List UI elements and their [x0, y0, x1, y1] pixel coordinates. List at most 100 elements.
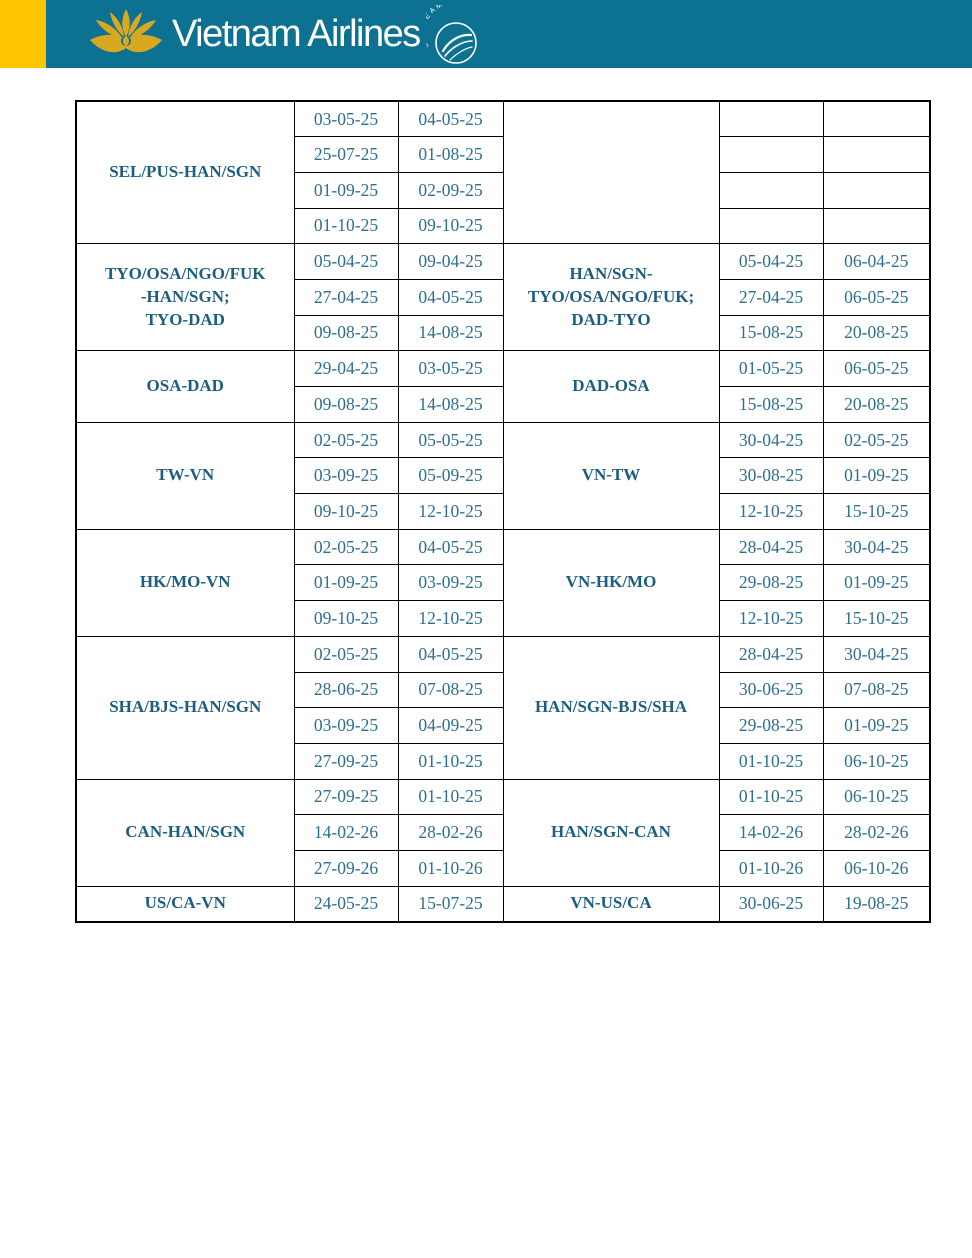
- inbound-end-date-cell: [822, 100, 931, 138]
- inbound-route-cell: VN-US/CA: [502, 885, 720, 923]
- inbound-end-date-cell: 01-09-25: [822, 457, 931, 495]
- schedule-row: 28-06-25 07-08-25 30-06-25 07-08-25: [76, 671, 931, 709]
- outbound-end-date-cell: 01-08-25: [397, 136, 504, 173]
- inbound-route-cell: HAN/SGN-BJS/SHA: [502, 635, 720, 780]
- outbound-route-cell: SEL/PUS-HAN/SGN: [75, 100, 295, 245]
- schedule-row: 01-10-25 09-10-25: [76, 207, 931, 245]
- outbound-end-date-cell: 03-09-25: [397, 564, 504, 602]
- outbound-start-date-cell: 02-05-25: [293, 421, 399, 459]
- outbound-route-cell: TYO/OSA/NGO/FUK -HAN/SGN; TYO-DAD: [75, 243, 295, 352]
- inbound-start-date-cell: [718, 171, 824, 209]
- outbound-end-date-cell: 12-10-25: [397, 493, 504, 530]
- outbound-start-date-cell: 09-10-25: [293, 493, 399, 530]
- outbound-start-date-cell: 03-05-25: [293, 100, 399, 138]
- inbound-end-date-cell: 15-10-25: [822, 493, 931, 530]
- inbound-end-date-cell: 30-04-25: [822, 528, 931, 566]
- inbound-end-date-cell: 01-09-25: [822, 564, 931, 602]
- inbound-start-date-cell: 01-10-25: [718, 742, 824, 780]
- outbound-start-date-cell: 05-04-25: [293, 243, 399, 280]
- outbound-start-date-cell: 14-02-26: [293, 814, 399, 851]
- outbound-route-cell: TW-VN: [75, 421, 295, 530]
- schedule-row: 01-09-25 02-09-25: [76, 171, 931, 209]
- inbound-start-date-cell: 12-10-25: [718, 600, 824, 637]
- inbound-end-date-cell: 06-10-25: [822, 742, 931, 780]
- inbound-end-date-cell: 06-05-25: [822, 350, 931, 387]
- skyteam-icon: SKYTEAM: [426, 5, 477, 64]
- outbound-end-date-cell: 28-02-26: [397, 814, 504, 851]
- outbound-start-date-cell: 02-05-25: [293, 528, 399, 566]
- schedule-row: 03-09-25 04-09-25 29-08-25 01-09-25: [76, 707, 931, 744]
- brand-name: Vietnam Airlines: [172, 13, 421, 55]
- outbound-end-date-cell: 12-10-25: [397, 600, 504, 637]
- inbound-end-date-cell: 06-10-25: [822, 778, 931, 816]
- schedule-row: 03-09-25 05-09-25 30-08-25 01-09-25: [76, 457, 931, 495]
- outbound-end-date-cell: 15-07-25: [397, 885, 504, 923]
- inbound-route-cell: HAN/SGN- TYO/OSA/NGO/FUK; DAD-TYO: [502, 243, 720, 352]
- lotus-icon: [90, 9, 162, 53]
- schedule-row: OSA-DAD 29-04-25 03-05-25 DAD-OSA 01-05-25 06…: [75, 350, 931, 423]
- inbound-start-date-cell: 12-10-25: [718, 493, 824, 530]
- inbound-start-date-cell: 15-08-25: [718, 314, 824, 352]
- inbound-end-date-cell: 06-05-25: [822, 278, 931, 316]
- inbound-start-date-cell: 15-08-25: [718, 386, 824, 423]
- outbound-end-date-cell: 03-05-25: [397, 350, 504, 387]
- inbound-start-date-cell: 01-10-26: [718, 849, 824, 887]
- outbound-start-date-cell: 28-06-25: [293, 671, 399, 709]
- schedule-row: US/CA-VN 24-05-25 15-07-25 VN-US/CA 30-06-25…: [75, 885, 931, 923]
- inbound-end-date-cell: 06-04-25: [822, 243, 931, 280]
- outbound-route-cell: SHA/BJS-HAN/SGN: [75, 635, 295, 780]
- outbound-end-date-cell: 02-09-25: [397, 171, 504, 209]
- inbound-start-date-cell: 28-04-25: [718, 528, 824, 566]
- outbound-start-date-cell: 03-09-25: [293, 457, 399, 495]
- outbound-end-date-cell: 07-08-25: [397, 671, 504, 709]
- outbound-end-date-cell: 04-05-25: [397, 635, 504, 673]
- vietnam-airlines-logo: Vietnam Airlines SKYTEAM: [88, 0, 484, 68]
- schedule-row: 09-10-25 12-10-25 12-10-25 15-10-25: [76, 493, 931, 530]
- inbound-end-date-cell: [822, 207, 931, 245]
- inbound-route-cell: DAD-OSA: [502, 350, 720, 423]
- schedule-row: 09-08-25 14-08-25 15-08-25 20-08-25: [76, 314, 931, 352]
- outbound-route-cell: US/CA-VN: [75, 885, 295, 923]
- outbound-start-date-cell: 09-10-25: [293, 600, 399, 637]
- schedule-row: 01-09-25 03-09-25 29-08-25 01-09-25: [76, 564, 931, 602]
- flight-schedule-table: SEL/PUS-HAN/SGN 03-05-25 04-05-25 25-07-25 0…: [75, 100, 931, 923]
- outbound-end-date-cell: 04-05-25: [397, 278, 504, 316]
- inbound-route-cell: VN-HK/MO: [502, 528, 720, 637]
- outbound-start-date-cell: 27-09-25: [293, 778, 399, 816]
- inbound-end-date-cell: 19-08-25: [822, 885, 931, 923]
- outbound-start-date-cell: 02-05-25: [293, 635, 399, 673]
- inbound-start-date-cell: 29-08-25: [718, 707, 824, 744]
- outbound-start-date-cell: 29-04-25: [293, 350, 399, 387]
- schedule-row: 27-09-26 01-10-26 01-10-26 06-10-26: [76, 849, 931, 887]
- inbound-end-date-cell: [822, 136, 931, 173]
- inbound-end-date-cell: 07-08-25: [822, 671, 931, 709]
- inbound-end-date-cell: 30-04-25: [822, 635, 931, 673]
- inbound-end-date-cell: 28-02-26: [822, 814, 931, 851]
- schedule-table-container: SEL/PUS-HAN/SGN 03-05-25 04-05-25 25-07-25 0…: [75, 100, 972, 923]
- schedule-row: TYO/OSA/NGO/FUK -HAN/SGN; TYO-DAD 05-04-2…: [75, 243, 931, 352]
- schedule-row: SEL/PUS-HAN/SGN 03-05-25 04-05-25: [75, 100, 931, 245]
- schedule-row: 27-09-25 01-10-25 01-10-25 06-10-25: [76, 742, 931, 780]
- outbound-route-cell: HK/MO-VN: [75, 528, 295, 637]
- inbound-end-date-cell: 01-09-25: [822, 707, 931, 744]
- outbound-route-cell: CAN-HAN/SGN: [75, 778, 295, 887]
- inbound-start-date-cell: 30-06-25: [718, 671, 824, 709]
- outbound-end-date-cell: 05-05-25: [397, 421, 504, 459]
- outbound-start-date-cell: 01-09-25: [293, 171, 399, 209]
- schedule-row: 25-07-25 01-08-25: [76, 136, 931, 173]
- outbound-start-date-cell: 25-07-25: [293, 136, 399, 173]
- yellow-accent-block: [0, 0, 46, 68]
- outbound-end-date-cell: 04-09-25: [397, 707, 504, 744]
- outbound-start-date-cell: 09-08-25: [293, 314, 399, 352]
- inbound-route-cell: HAN/SGN-CAN: [502, 778, 720, 887]
- outbound-start-date-cell: 27-09-25: [293, 742, 399, 780]
- inbound-start-date-cell: 29-08-25: [718, 564, 824, 602]
- outbound-start-date-cell: 01-09-25: [293, 564, 399, 602]
- schedule-row: HK/MO-VN 02-05-25 04-05-25 VN-HK/MO 28-04-25…: [75, 528, 931, 637]
- outbound-start-date-cell: 27-09-26: [293, 849, 399, 887]
- outbound-end-date-cell: 01-10-25: [397, 778, 504, 816]
- outbound-end-date-cell: 09-10-25: [397, 207, 504, 245]
- inbound-route-cell: VN-TW: [502, 421, 720, 530]
- inbound-start-date-cell: 30-06-25: [718, 885, 824, 923]
- inbound-start-date-cell: 28-04-25: [718, 635, 824, 673]
